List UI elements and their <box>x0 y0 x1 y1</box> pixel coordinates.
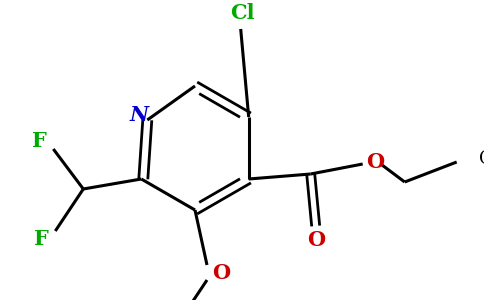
Text: Cl: Cl <box>230 3 255 23</box>
Text: O: O <box>307 230 325 250</box>
Text: CH₃: CH₃ <box>479 150 484 168</box>
Text: O: O <box>365 152 384 172</box>
Text: F: F <box>32 131 46 151</box>
Text: O: O <box>212 263 230 283</box>
Text: N: N <box>130 105 149 125</box>
Text: F: F <box>34 229 49 249</box>
